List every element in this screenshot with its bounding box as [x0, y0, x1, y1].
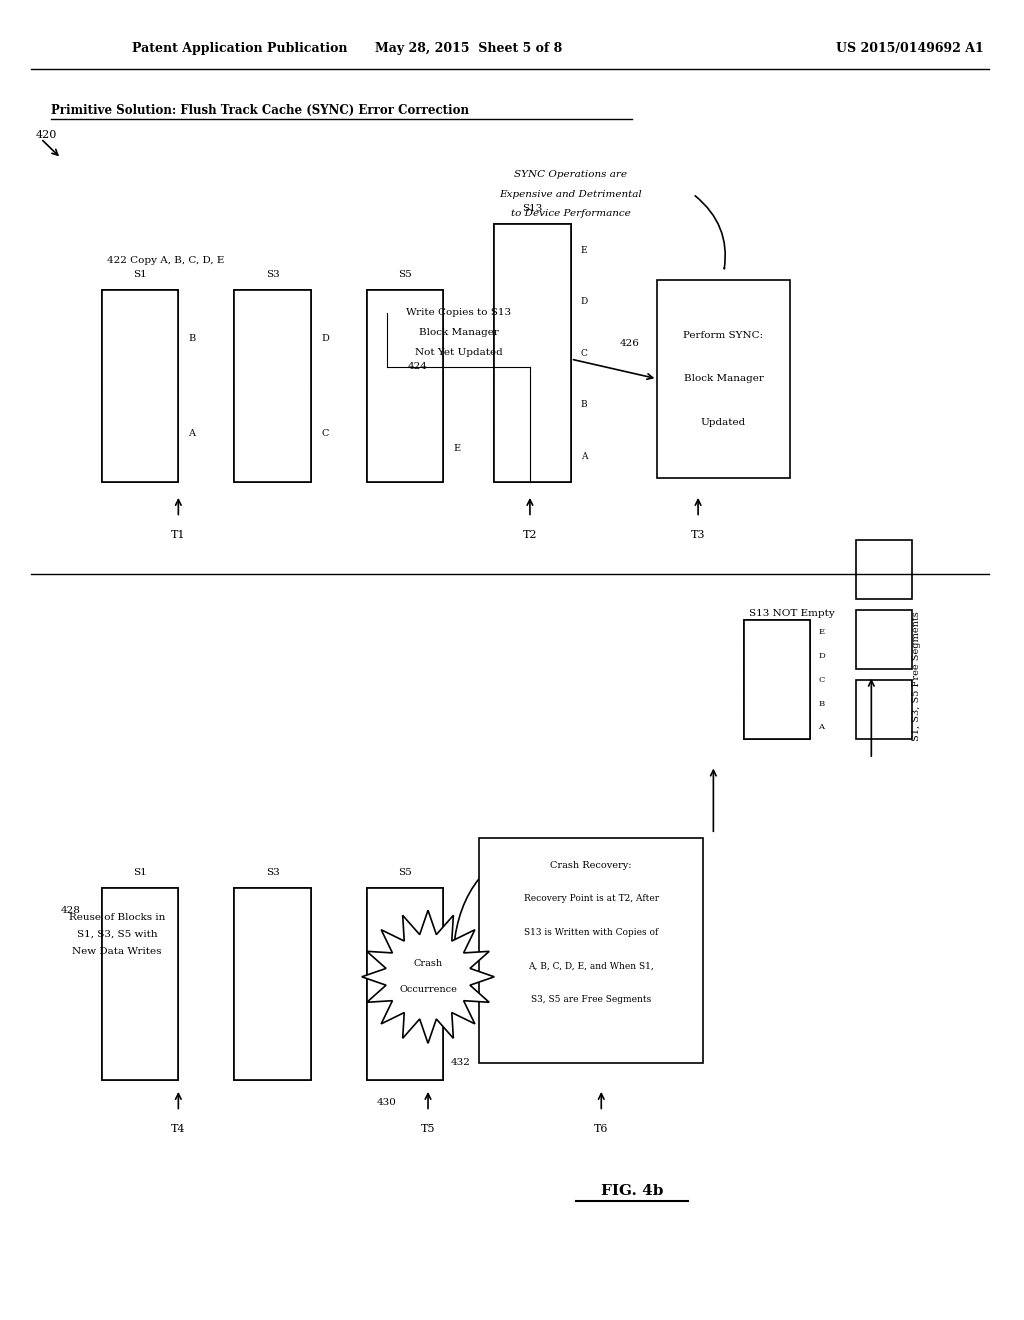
FancyBboxPatch shape	[367, 888, 443, 1080]
Text: T1: T1	[171, 529, 185, 540]
FancyBboxPatch shape	[102, 385, 178, 482]
FancyBboxPatch shape	[102, 985, 178, 1080]
Text: Updated: Updated	[701, 418, 746, 426]
FancyBboxPatch shape	[234, 385, 311, 482]
FancyBboxPatch shape	[495, 224, 570, 482]
Text: Block Manager: Block Manager	[684, 375, 764, 383]
FancyBboxPatch shape	[367, 1012, 443, 1080]
Text: A: A	[188, 429, 196, 438]
Text: T3: T3	[691, 529, 706, 540]
FancyBboxPatch shape	[744, 644, 810, 668]
Text: 428: 428	[61, 907, 81, 915]
FancyArrowPatch shape	[454, 840, 541, 948]
FancyBboxPatch shape	[102, 888, 178, 1080]
FancyBboxPatch shape	[102, 290, 178, 385]
Text: A: A	[581, 451, 588, 461]
Text: Block Manager: Block Manager	[419, 329, 499, 337]
Text: Crash: Crash	[414, 960, 442, 968]
Text: 430: 430	[377, 1098, 397, 1106]
Text: Primitive Solution: Flush Track Cache (SYNC) Error Correction: Primitive Solution: Flush Track Cache (S…	[51, 104, 469, 117]
Text: D: D	[581, 297, 588, 306]
Text: T5: T5	[421, 1123, 435, 1134]
FancyBboxPatch shape	[495, 430, 570, 482]
FancyBboxPatch shape	[367, 888, 443, 1012]
FancyBboxPatch shape	[495, 276, 570, 327]
Text: T2: T2	[522, 529, 538, 540]
Text: C: C	[581, 348, 588, 358]
Text: FIG. 4b: FIG. 4b	[601, 1184, 663, 1197]
Text: 422 Copy A, B, C, D, E: 422 Copy A, B, C, D, E	[106, 256, 224, 264]
Text: A: A	[818, 723, 824, 731]
Text: New Data Writes: New Data Writes	[73, 948, 162, 956]
FancyBboxPatch shape	[744, 668, 810, 692]
Text: S1, S3, S5 Free Segments: S1, S3, S5 Free Segments	[912, 611, 922, 741]
FancyBboxPatch shape	[856, 680, 912, 739]
FancyBboxPatch shape	[744, 715, 810, 739]
Text: 420: 420	[36, 129, 57, 140]
Text: Expensive and Detrimental: Expensive and Detrimental	[500, 190, 642, 198]
Text: Recovery Point is at T2, After: Recovery Point is at T2, After	[523, 894, 658, 903]
Text: E: E	[454, 444, 461, 453]
Text: E: E	[581, 246, 588, 255]
Text: to Device Performance: to Device Performance	[511, 210, 631, 218]
Text: Perform SYNC:: Perform SYNC:	[683, 331, 764, 339]
Text: Reuse of Blocks in: Reuse of Blocks in	[69, 913, 166, 921]
Text: T4: T4	[171, 1123, 185, 1134]
FancyBboxPatch shape	[479, 838, 703, 1063]
Text: S5: S5	[398, 869, 412, 876]
Text: Occurrence: Occurrence	[399, 986, 457, 994]
FancyBboxPatch shape	[367, 414, 443, 482]
Text: S13 is Written with Copies of: S13 is Written with Copies of	[524, 928, 658, 937]
Text: B: B	[188, 334, 196, 343]
Text: 426: 426	[620, 339, 640, 347]
Text: A, B, C, D, E, and When S1,: A, B, C, D, E, and When S1,	[528, 961, 654, 970]
Text: May 28, 2015  Sheet 5 of 8: May 28, 2015 Sheet 5 of 8	[375, 42, 562, 55]
Text: C: C	[321, 429, 329, 438]
Text: Write Copies to S13: Write Copies to S13	[407, 309, 511, 317]
FancyBboxPatch shape	[367, 290, 443, 482]
Text: S3: S3	[266, 869, 280, 876]
FancyBboxPatch shape	[744, 692, 810, 715]
Text: 432: 432	[451, 1059, 471, 1067]
Text: S1: S1	[133, 271, 147, 279]
Text: S3, S5 are Free Segments: S3, S5 are Free Segments	[531, 995, 651, 1005]
Text: Patent Application Publication: Patent Application Publication	[132, 42, 348, 55]
Polygon shape	[361, 911, 495, 1043]
FancyBboxPatch shape	[234, 290, 311, 482]
Text: T6: T6	[594, 1123, 608, 1134]
Text: S1, S3, S5 with: S1, S3, S5 with	[77, 931, 158, 939]
Text: SYNC Operations are: SYNC Operations are	[514, 170, 627, 178]
FancyBboxPatch shape	[234, 290, 311, 385]
Text: B: B	[581, 400, 588, 409]
Text: E: E	[818, 628, 824, 636]
Text: S5: S5	[398, 271, 412, 279]
FancyBboxPatch shape	[495, 224, 570, 276]
FancyBboxPatch shape	[234, 888, 311, 985]
FancyBboxPatch shape	[367, 290, 443, 414]
FancyBboxPatch shape	[234, 888, 311, 1080]
FancyBboxPatch shape	[495, 327, 570, 379]
Text: Crash Recovery:: Crash Recovery:	[550, 861, 632, 870]
FancyBboxPatch shape	[102, 888, 178, 985]
Text: B: B	[818, 700, 824, 708]
Text: D: D	[818, 652, 825, 660]
Text: S1: S1	[133, 869, 147, 876]
Text: S13 NOT Empty: S13 NOT Empty	[749, 610, 835, 618]
FancyBboxPatch shape	[856, 540, 912, 599]
Text: 424: 424	[408, 363, 427, 371]
FancyBboxPatch shape	[744, 620, 810, 739]
Text: Not Yet Updated: Not Yet Updated	[415, 348, 503, 356]
FancyArrowPatch shape	[695, 195, 725, 269]
Text: C: C	[818, 676, 824, 684]
Text: S13: S13	[522, 205, 543, 213]
FancyBboxPatch shape	[495, 379, 570, 430]
FancyBboxPatch shape	[657, 280, 790, 478]
FancyBboxPatch shape	[744, 620, 810, 644]
FancyBboxPatch shape	[856, 610, 912, 669]
Text: D: D	[321, 334, 329, 343]
Text: S3: S3	[266, 271, 280, 279]
FancyBboxPatch shape	[234, 985, 311, 1080]
FancyBboxPatch shape	[102, 290, 178, 482]
Text: US 2015/0149692 A1: US 2015/0149692 A1	[836, 42, 983, 55]
